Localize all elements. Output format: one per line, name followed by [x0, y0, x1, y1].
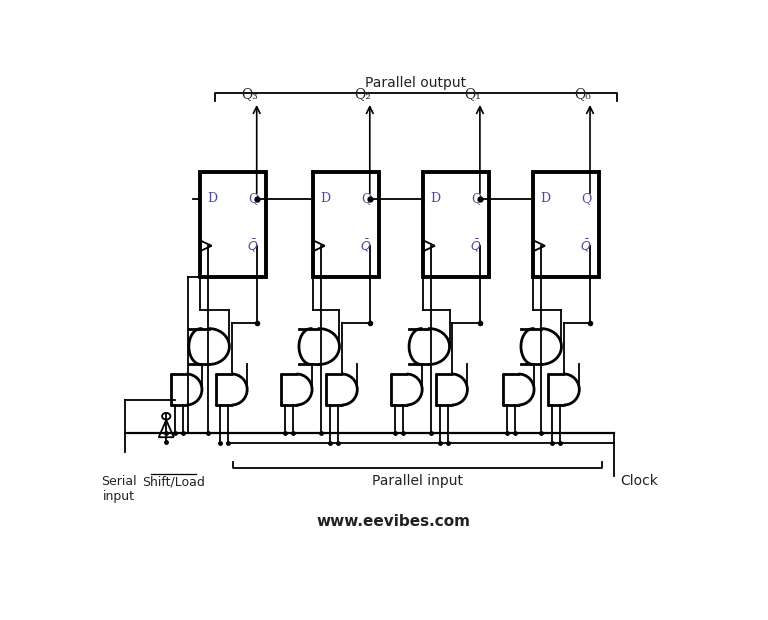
- Text: Shift/Load: Shift/Load: [142, 476, 205, 489]
- Text: Parallel input: Parallel input: [372, 474, 463, 488]
- Text: Q₃: Q₃: [241, 87, 258, 100]
- Text: D: D: [207, 192, 217, 205]
- Text: www.eevibes.com: www.eevibes.com: [316, 514, 471, 529]
- Text: D: D: [541, 192, 551, 205]
- Bar: [200, 172, 266, 277]
- Bar: [534, 172, 599, 277]
- Text: D: D: [320, 192, 330, 205]
- Text: D: D: [431, 192, 441, 205]
- Text: Q₁: Q₁: [465, 87, 481, 100]
- Text: Q: Q: [472, 192, 482, 205]
- Text: Serial
input: Serial input: [101, 476, 137, 503]
- Text: Parallel output: Parallel output: [366, 76, 466, 90]
- Text: $\bar{Q}$: $\bar{Q}$: [470, 237, 482, 254]
- Text: Q₀: Q₀: [574, 87, 591, 100]
- Text: Q: Q: [581, 192, 592, 205]
- Text: Q₂: Q₂: [354, 87, 371, 100]
- Text: Q: Q: [248, 192, 259, 205]
- Text: $\bar{Q}$: $\bar{Q}$: [360, 237, 372, 254]
- Bar: [313, 172, 379, 277]
- Text: $\bar{Q}$: $\bar{Q}$: [581, 237, 592, 254]
- Text: Clock: Clock: [620, 474, 657, 488]
- Text: $\bar{Q}$: $\bar{Q}$: [247, 237, 259, 254]
- Bar: [423, 172, 488, 277]
- Text: Q: Q: [361, 192, 372, 205]
